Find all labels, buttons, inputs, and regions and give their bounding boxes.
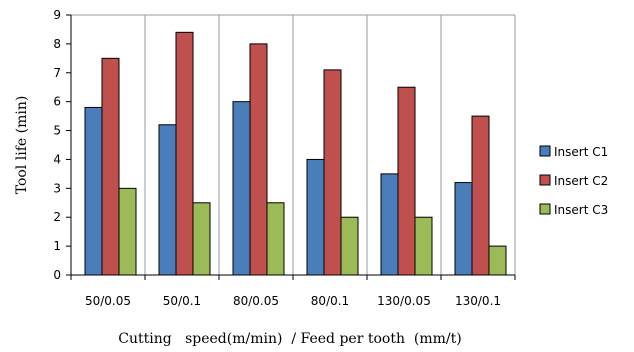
x-category-label: 130/0.05	[377, 294, 431, 308]
bar-insert-c1-3	[306, 158, 325, 276]
bars	[84, 31, 507, 276]
x-category-label: 50/0.05	[85, 294, 131, 308]
bar-insert-c1-5	[454, 182, 473, 276]
bar-insert-c2-0	[101, 57, 120, 276]
x-category-label: 80/0.1	[311, 294, 349, 308]
y-tick-label: 9	[53, 8, 61, 22]
bar-insert-c3-4	[414, 216, 433, 276]
x-category-label: 80/0.05	[233, 294, 279, 308]
bar-insert-c2-2	[249, 43, 268, 276]
y-tick-label: 6	[53, 95, 61, 109]
bar-insert-c2-1	[175, 31, 194, 276]
y-tick-label: 3	[53, 181, 61, 195]
bar-insert-c2-4	[397, 86, 416, 276]
bar-insert-c1-2	[232, 101, 251, 276]
y-axis-title: Tool life (min)	[14, 96, 30, 195]
bar-insert-c3-5	[488, 245, 507, 276]
bar-insert-c3-3	[340, 216, 359, 276]
legend-label: Insert C3	[554, 203, 608, 217]
y-tick-label: 7	[53, 66, 61, 80]
bar-insert-c2-3	[323, 69, 342, 276]
legend-swatch	[539, 145, 551, 157]
y-tick-label: 8	[53, 37, 61, 51]
bar-insert-c1-4	[380, 173, 399, 276]
bar-insert-c3-2	[266, 202, 285, 276]
y-tick-label: 5	[53, 124, 61, 138]
legend-label: Insert C1	[554, 145, 608, 159]
x-category-label: 50/0.1	[163, 294, 201, 308]
legend-swatch	[539, 174, 551, 186]
legend: Insert C1 Insert C2 Insert C3	[539, 145, 608, 217]
bar-insert-c3-0	[118, 187, 137, 276]
legend-label: Insert C2	[554, 174, 608, 188]
grid-lines	[71, 14, 516, 275]
y-tick-label: 1	[53, 239, 61, 253]
x-axis-ticks: 50/0.05 50/0.1 80/0.05 80/0.1 130/0.05 130/0.…	[70, 275, 516, 308]
bar-insert-c1-0	[84, 106, 103, 276]
bar-insert-c3-1	[192, 202, 211, 276]
bar-insert-c2-5	[471, 115, 490, 276]
x-category-label: 130/0.1	[455, 294, 501, 308]
x-axis-title: Cutting speed(m/min) / Feed per tooth (m…	[118, 331, 461, 347]
y-tick-label: 4	[53, 152, 61, 166]
y-tick-label: 0	[53, 268, 61, 282]
bar-insert-c1-1	[158, 124, 177, 276]
legend-swatch	[539, 203, 551, 215]
y-tick-label: 2	[53, 210, 61, 224]
y-axis-ticks: 0 1 2 3 4 5 6 7 8 9	[53, 8, 71, 282]
